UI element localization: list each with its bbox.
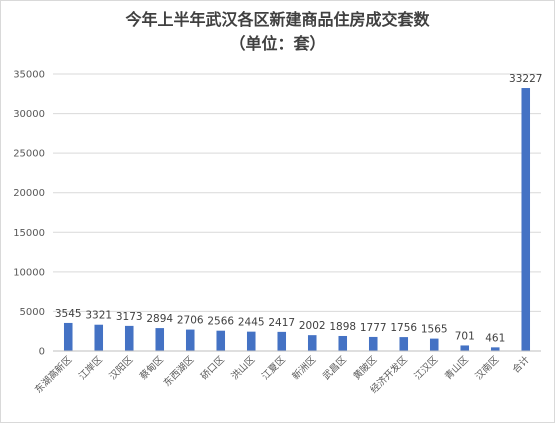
x-tick-label: 东湖高新区 [32, 353, 74, 395]
x-tick-label: 汉阳区 [107, 354, 135, 382]
x-tick-label: 合计 [510, 353, 532, 375]
gridlines [53, 73, 541, 352]
bar [368, 336, 378, 351]
y-tick-label: 0 [39, 347, 45, 358]
data-label: 33227 [509, 73, 542, 85]
chart-subtitle: （单位：套） [229, 34, 326, 53]
bar [460, 345, 470, 351]
x-tick-label: 东西湖区 [161, 353, 197, 389]
bar [399, 337, 409, 351]
data-label: 2002 [299, 320, 326, 332]
data-labels: 3545 3321 3173 2894 2706 2566 2445 2417 2002 1898… [55, 73, 543, 344]
y-tick-label: 35000 [13, 70, 45, 81]
bar [429, 338, 439, 351]
y-axis: 0 5000 10000 15000 20000 25000 30000 35000 [13, 70, 45, 358]
data-label: 2894 [146, 313, 173, 325]
x-tick-label: 新洲区 [290, 353, 319, 382]
y-tick-label: 10000 [13, 267, 45, 278]
x-tick-label: 江汉区 [412, 354, 440, 382]
x-tick-label: 江岸区 [77, 354, 105, 382]
data-label: 461 [485, 332, 505, 344]
bar [246, 331, 256, 351]
x-tick-label: 蔡甸区 [137, 353, 166, 382]
data-label: 1756 [390, 322, 417, 334]
bar-series [63, 88, 531, 351]
bar [277, 331, 287, 351]
x-tick-label: 青山区 [442, 353, 471, 382]
data-label: 2566 [207, 316, 234, 328]
y-tick-label: 5000 [20, 307, 45, 318]
data-label: 2417 [268, 317, 295, 329]
data-label: 1777 [360, 322, 387, 334]
bar [63, 322, 73, 351]
x-tick-label: 武昌区 [320, 353, 349, 382]
x-tick-label: 洪山区 [229, 353, 258, 382]
bar [216, 330, 226, 351]
data-label: 1565 [421, 324, 448, 336]
chart-title: 今年上半年武汉各区新建商品住房成交套数 [125, 10, 430, 29]
bar [521, 88, 531, 351]
bar [155, 328, 165, 351]
y-tick-label: 25000 [13, 149, 45, 160]
data-label: 2445 [238, 317, 265, 329]
bar [94, 324, 104, 351]
data-label: 1898 [329, 321, 356, 333]
bar [338, 335, 348, 351]
bar [124, 325, 134, 351]
x-tick-label: 汉南区 [473, 353, 502, 382]
data-label: 2706 [177, 315, 204, 327]
bar [490, 347, 500, 351]
y-tick-label: 30000 [13, 109, 45, 120]
data-label: 3321 [85, 310, 112, 322]
x-tick-label: 黄陂区 [351, 353, 380, 382]
x-tick-label: 硚口区 [199, 354, 227, 382]
data-label: 3545 [55, 308, 82, 320]
bar [185, 329, 195, 351]
data-label: 3173 [116, 311, 143, 323]
x-tick-label: 江夏区 [260, 354, 288, 382]
y-tick-label: 15000 [13, 228, 45, 239]
bar [307, 335, 317, 351]
data-label: 701 [455, 330, 475, 342]
y-tick-label: 20000 [13, 188, 45, 199]
